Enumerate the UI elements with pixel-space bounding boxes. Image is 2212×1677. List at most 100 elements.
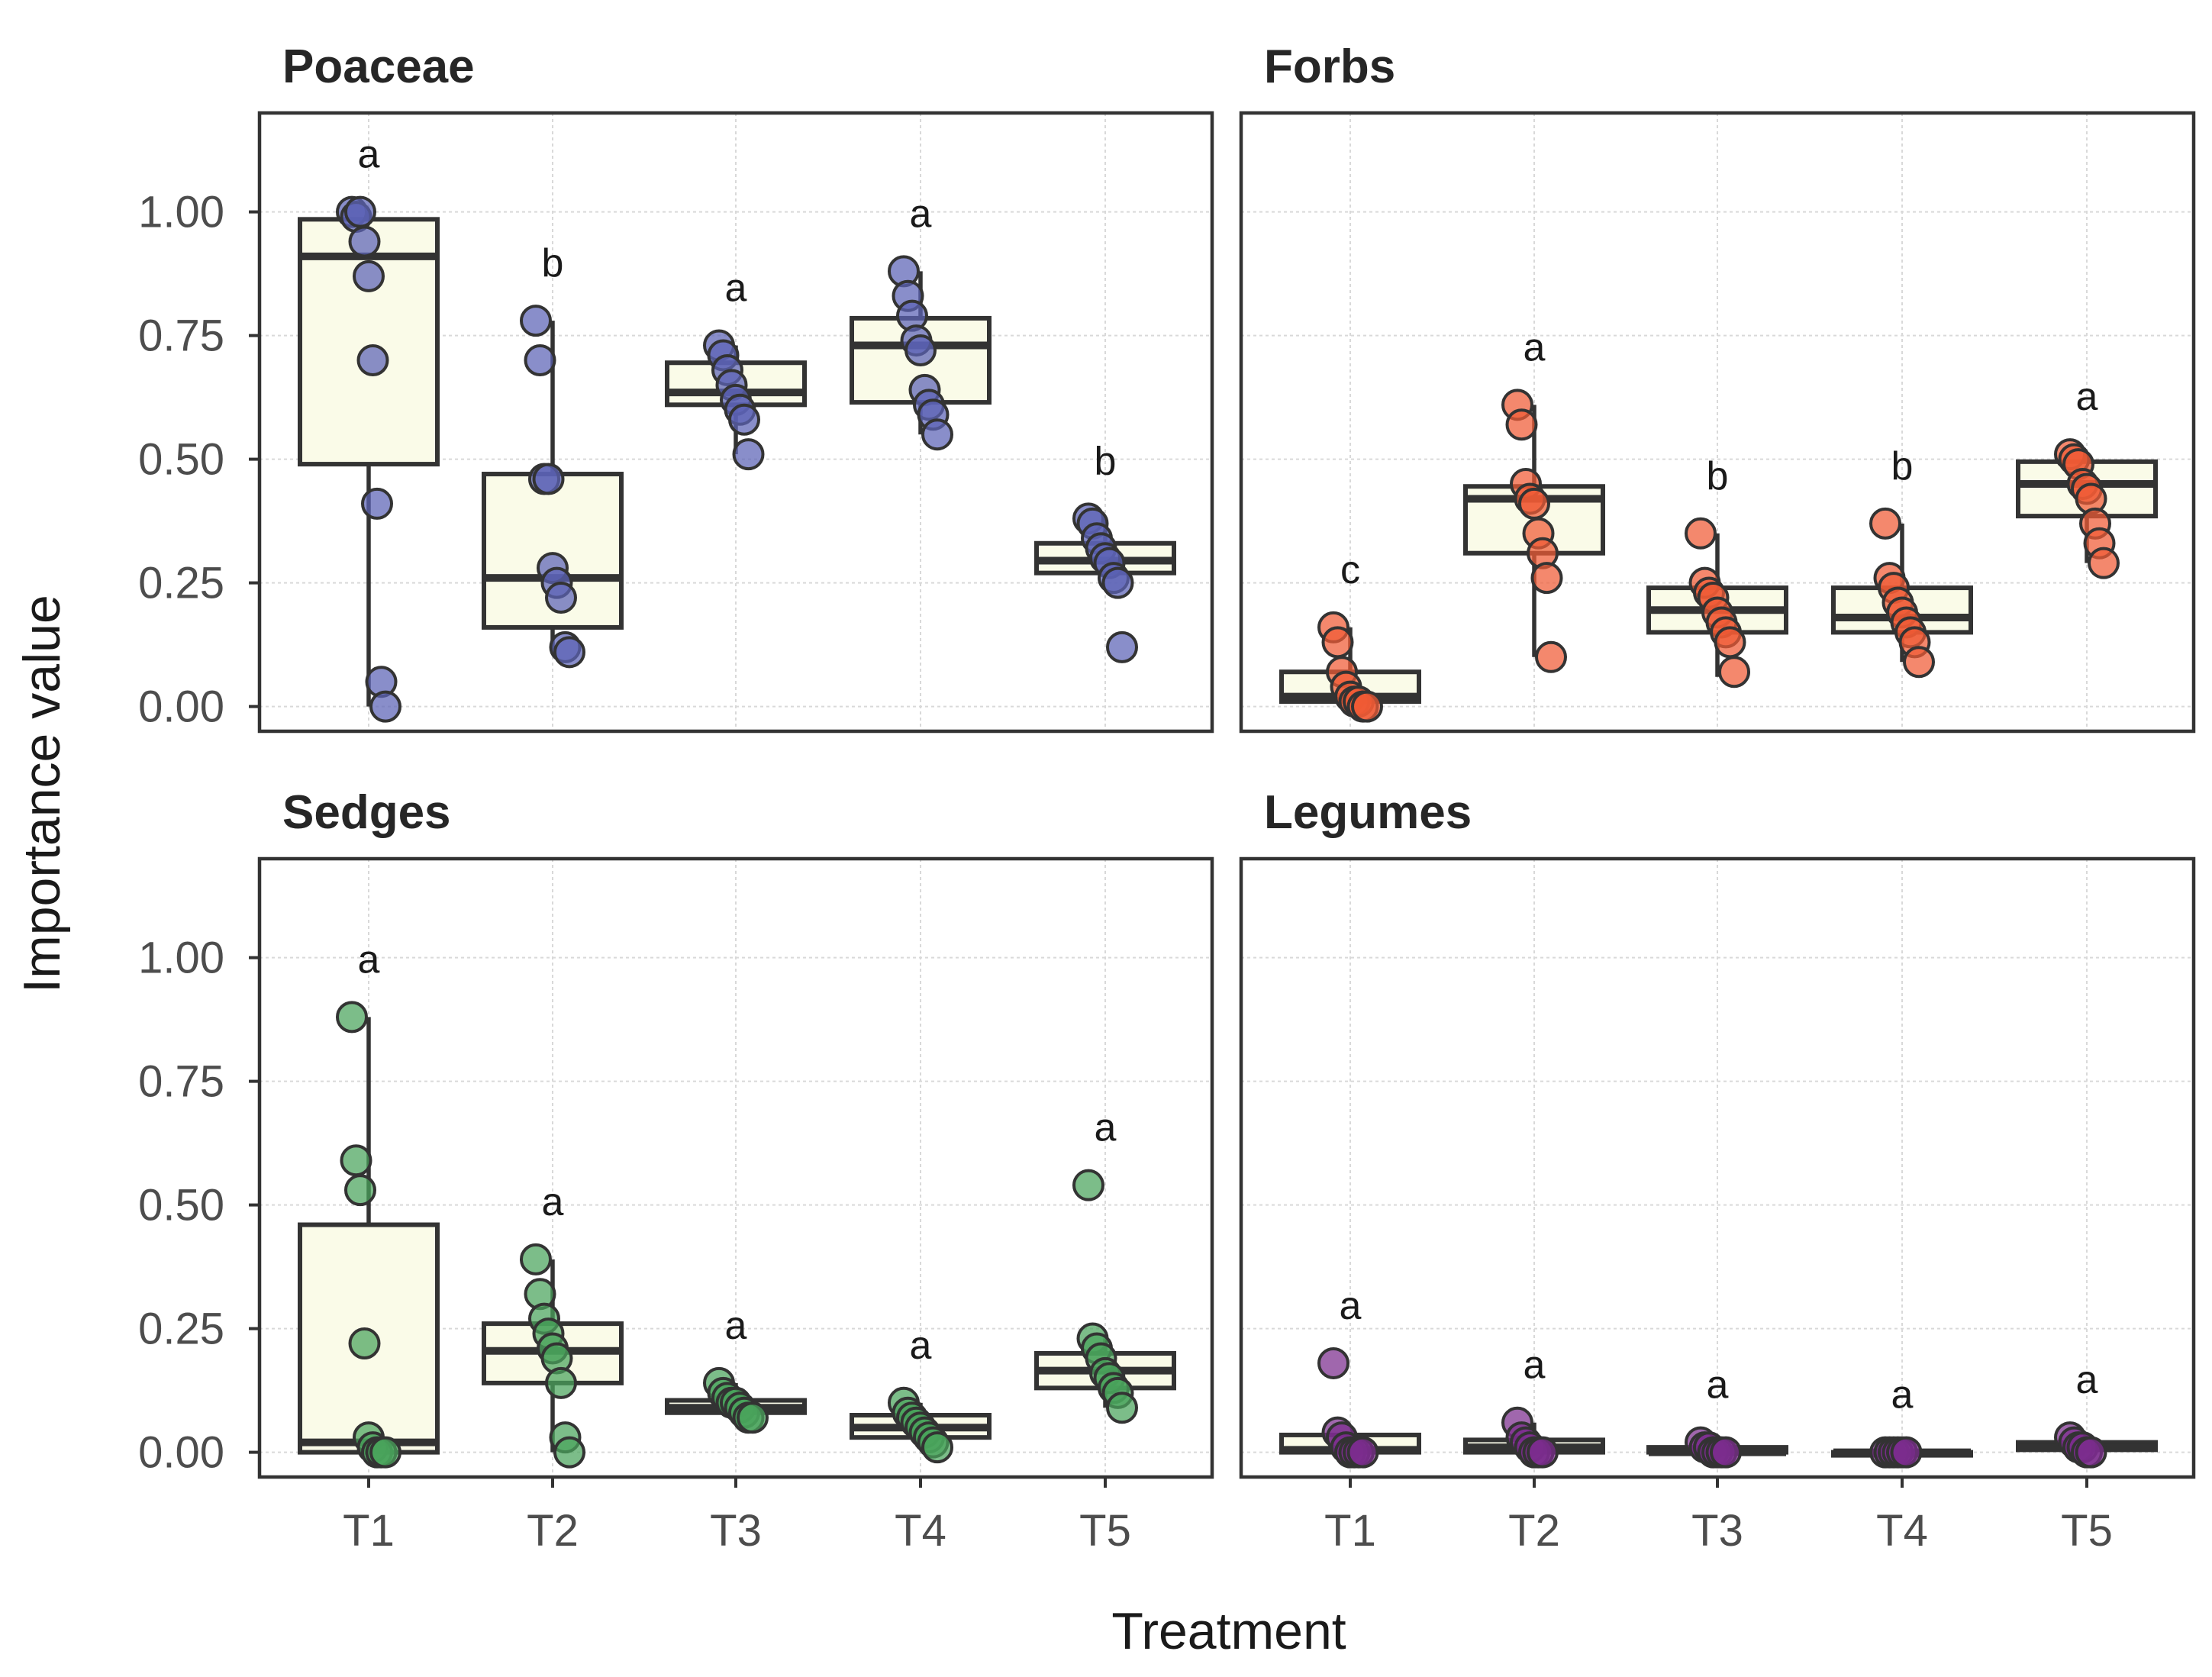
panel-title: Poaceae <box>282 40 475 93</box>
data-point <box>356 344 389 376</box>
significance-letter: a <box>725 1304 747 1348</box>
data-point <box>1346 1436 1379 1469</box>
data-point <box>520 1243 552 1275</box>
significance-letter: a <box>910 1324 932 1368</box>
data-point <box>1718 656 1750 689</box>
significance-letter: a <box>2076 375 2098 419</box>
data-point <box>1101 566 1134 599</box>
data-point <box>1505 408 1538 441</box>
significance-letter: a <box>1524 1343 1546 1388</box>
x-tick-label: T2 <box>1508 1506 1560 1556</box>
x-tick-label: T5 <box>2061 1506 2113 1556</box>
panel-forbs: Forbs c a b b a <box>1239 40 2196 734</box>
y-tick-label: 0.75 <box>138 311 224 361</box>
significance-letter: b <box>542 241 564 285</box>
data-point <box>1710 1436 1742 1469</box>
data-point <box>348 225 381 258</box>
y-tick-label: 0.00 <box>138 1428 224 1478</box>
data-point <box>1530 562 1563 595</box>
panel-title: Legumes <box>1264 786 1472 839</box>
y-tick-label: 0.25 <box>138 559 224 608</box>
data-point <box>728 403 760 436</box>
significance-letter: a <box>1340 1284 1362 1328</box>
data-point <box>336 1001 368 1034</box>
panel-frame <box>257 111 1214 734</box>
data-point <box>1072 1169 1104 1201</box>
panel-title: Forbs <box>1264 40 1395 93</box>
significance-letter: a <box>542 1180 564 1224</box>
data-point <box>545 582 577 614</box>
y-tick-label: 1.00 <box>138 188 224 237</box>
data-point <box>369 1436 401 1469</box>
x-tick-label: T2 <box>527 1506 579 1556</box>
data-point <box>545 1366 577 1399</box>
significance-letter: a <box>1707 1363 1729 1408</box>
panel-poaceae: Poaceae 0.00 0.25 0.50 0.75 1.00 a b a a b <box>138 40 1214 734</box>
y-axis-title: Importance value <box>13 595 71 993</box>
significance-letter: a <box>910 192 932 236</box>
data-point <box>921 418 953 451</box>
data-point <box>340 1144 372 1177</box>
y-tick-label: 0.25 <box>138 1305 224 1354</box>
data-point <box>553 636 585 669</box>
data-point <box>2088 547 2120 579</box>
data-point <box>348 1327 381 1360</box>
y-tick-label: 0.00 <box>138 682 224 732</box>
y-tick-label: 0.75 <box>138 1057 224 1107</box>
panel-sedges: Sedges 0.00 0.25 0.50 0.75 1.00 T1 T2 T3 T4 T5 a a a a… <box>138 786 1214 1556</box>
data-point <box>524 344 556 376</box>
x-tick-label: T3 <box>1691 1506 1743 1556</box>
data-point <box>1890 1436 1923 1469</box>
x-tick-label: T5 <box>1079 1506 1131 1556</box>
x-tick-label: T4 <box>895 1506 946 1556</box>
x-axis-title: Treatment <box>1111 1602 1346 1660</box>
data-point <box>520 305 552 337</box>
data-point <box>344 1174 376 1207</box>
significance-letter: a <box>1095 1106 1117 1150</box>
data-point <box>732 438 765 471</box>
significance-letter: a <box>358 937 380 982</box>
x-tick-label: T1 <box>343 1506 395 1556</box>
data-point <box>1714 626 1746 659</box>
data-point <box>1869 507 1901 540</box>
significance-letter: a <box>1524 325 1546 369</box>
data-point <box>553 1436 585 1469</box>
data-point <box>1317 1346 1349 1379</box>
significance-letter: a <box>725 266 747 311</box>
data-point <box>904 334 937 367</box>
x-tick-label: T3 <box>710 1506 762 1556</box>
significance-letter: b <box>1891 444 1914 489</box>
significance-letter: a <box>1891 1373 1914 1417</box>
data-point <box>1106 1392 1138 1424</box>
data-point <box>1351 690 1383 723</box>
data-point <box>1535 640 1567 673</box>
y-tick-label: 0.50 <box>138 435 224 485</box>
panel-title: Sedges <box>282 786 451 839</box>
panel-frame <box>1239 111 2196 734</box>
significance-letter: c <box>1340 548 1360 592</box>
significance-letter: a <box>358 133 380 177</box>
data-point <box>737 1401 769 1434</box>
significance-letter: a <box>2076 1358 2098 1402</box>
data-point <box>344 195 376 228</box>
x-tick-label: T1 <box>1324 1506 1376 1556</box>
panel-legumes: Legumes T1 T2 T3 T4 T5 a a a a a <box>1239 786 2196 1556</box>
data-point <box>361 487 393 520</box>
data-point <box>921 1431 953 1464</box>
data-point <box>532 463 565 495</box>
data-point <box>1321 626 1354 659</box>
y-tick-label: 0.50 <box>138 1181 224 1230</box>
data-point <box>2075 1436 2107 1469</box>
data-point <box>353 260 385 292</box>
data-point <box>369 690 401 723</box>
data-point <box>1685 517 1717 550</box>
y-tick-label: 1.00 <box>138 934 224 983</box>
data-point <box>1527 1436 1559 1469</box>
significance-letter: b <box>1095 439 1117 483</box>
data-point <box>1903 646 1935 679</box>
data-point <box>1518 487 1550 520</box>
data-point <box>1106 630 1138 663</box>
significance-letter: b <box>1707 454 1729 498</box>
x-tick-label: T4 <box>1876 1506 1928 1556</box>
